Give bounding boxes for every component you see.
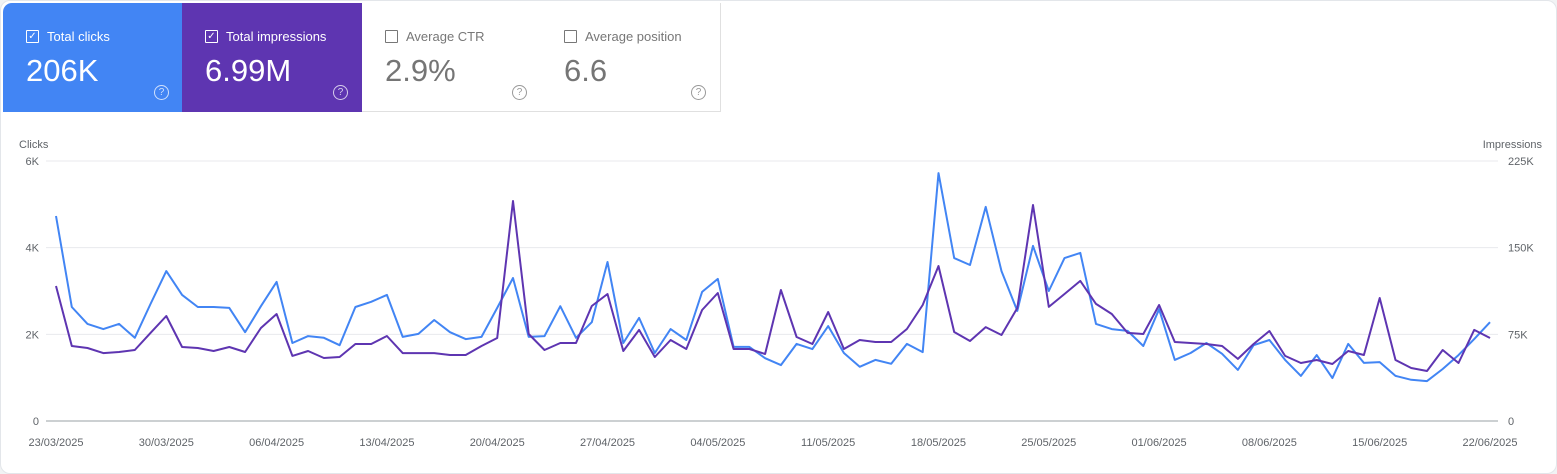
x-tick-label: 23/03/2025: [28, 437, 83, 449]
right-axis-title: Impressions: [1483, 139, 1543, 151]
x-tick-label: 30/03/2025: [139, 437, 194, 449]
x-tick-label: 08/06/2025: [1242, 437, 1297, 449]
metric-label: Total clicks: [47, 29, 110, 44]
left-tick-label: 2K: [26, 329, 40, 341]
x-tick-label: 13/04/2025: [359, 437, 414, 449]
metric-average-position[interactable]: Average position 6.6 ?: [541, 3, 721, 112]
left-tick-label: 4K: [26, 243, 40, 255]
metric-label: Average CTR: [406, 29, 485, 44]
right-tick-label: 0: [1508, 416, 1514, 428]
right-tick-label: 225K: [1508, 156, 1534, 168]
x-tick-label: 22/06/2025: [1462, 437, 1517, 449]
metric-total-impressions[interactable]: ✓ Total impressions 6.99M ?: [182, 3, 362, 112]
left-tick-label: 6K: [26, 156, 40, 168]
checkbox-checked-icon[interactable]: ✓: [205, 30, 218, 43]
x-tick-label: 27/04/2025: [580, 437, 635, 449]
x-tick-label: 15/06/2025: [1352, 437, 1407, 449]
checkbox-checked-icon[interactable]: ✓: [26, 30, 39, 43]
metric-total-clicks[interactable]: ✓ Total clicks 206K ?: [3, 3, 183, 112]
metric-value: 2.9%: [385, 53, 456, 88]
x-tick-label: 04/05/2025: [690, 437, 745, 449]
x-tick-label: 18/05/2025: [911, 437, 966, 449]
series-line-clicks: [55, 172, 1491, 383]
right-tick-label: 150K: [1508, 243, 1534, 255]
x-tick-label: 25/05/2025: [1021, 437, 1076, 449]
help-icon[interactable]: ?: [154, 85, 169, 100]
help-icon[interactable]: ?: [512, 85, 527, 100]
right-tick-label: 75K: [1508, 329, 1528, 341]
metric-value: 206K: [26, 53, 99, 88]
help-icon[interactable]: ?: [333, 85, 348, 100]
help-icon[interactable]: ?: [691, 85, 706, 100]
x-tick-label: 11/05/2025: [801, 437, 855, 449]
checkbox-unchecked-icon[interactable]: [564, 30, 577, 43]
x-tick-label: 06/04/2025: [249, 437, 304, 449]
checkbox-unchecked-icon[interactable]: [385, 30, 398, 43]
metric-value: 6.99M: [205, 53, 292, 88]
metric-label: Total impressions: [226, 29, 327, 44]
metric-average-ctr[interactable]: Average CTR 2.9% ?: [362, 3, 542, 112]
metric-value: 6.6: [564, 53, 608, 88]
x-tick-label: 20/04/2025: [470, 437, 525, 449]
left-axis-title: Clicks: [19, 139, 49, 151]
series-line-impressions: [55, 200, 1491, 372]
left-tick-label: 0: [33, 416, 39, 428]
x-tick-label: 01/06/2025: [1132, 437, 1187, 449]
metric-label: Average position: [585, 29, 682, 44]
